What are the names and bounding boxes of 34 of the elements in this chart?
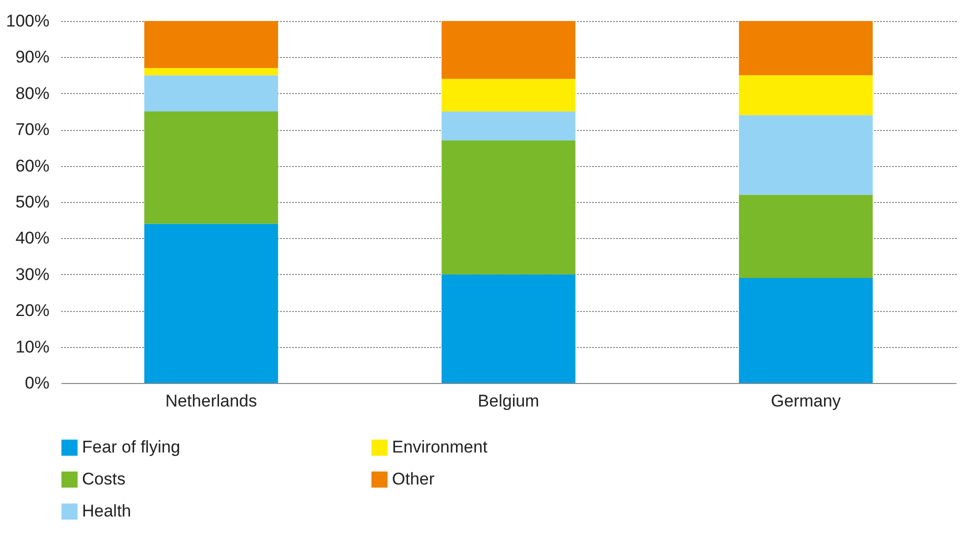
y-tick-label: 40% [15,228,50,248]
bar [738,278,873,383]
bar [738,21,873,76]
bar [738,115,873,195]
bar [738,75,873,116]
legend-label: Other [392,470,435,488]
legend-label: Health [82,502,132,520]
bar [144,75,278,112]
bar [442,274,576,383]
legend-label: Environment [392,438,488,457]
y-tick-label: 50% [15,192,50,212]
legend-label: Costs [82,470,126,488]
y-tick-label: 100% [6,12,50,30]
bar [144,224,278,383]
bar [144,21,278,68]
x-tick-label: Germany [770,392,842,410]
bar [442,78,576,112]
legend-label: Fear of flying [82,438,180,457]
y-tick-label: 70% [15,120,50,140]
y-tick-label: 20% [15,301,50,320]
bar [442,140,576,274]
y-tick-label: 80% [15,84,50,103]
y-tick-label: 0% [24,374,50,392]
bar [144,68,278,76]
x-tick-label: Belgium [478,392,540,410]
bar [144,112,278,224]
y-tick-label: 10% [15,337,50,356]
bar [442,21,576,79]
y-tick-label: 30% [15,264,50,284]
x-tick-label: Netherlands [165,392,257,410]
bar [738,194,873,278]
y-tick-label: 60% [15,156,50,176]
y-tick-label: 90% [15,48,50,67]
bar [442,112,576,140]
